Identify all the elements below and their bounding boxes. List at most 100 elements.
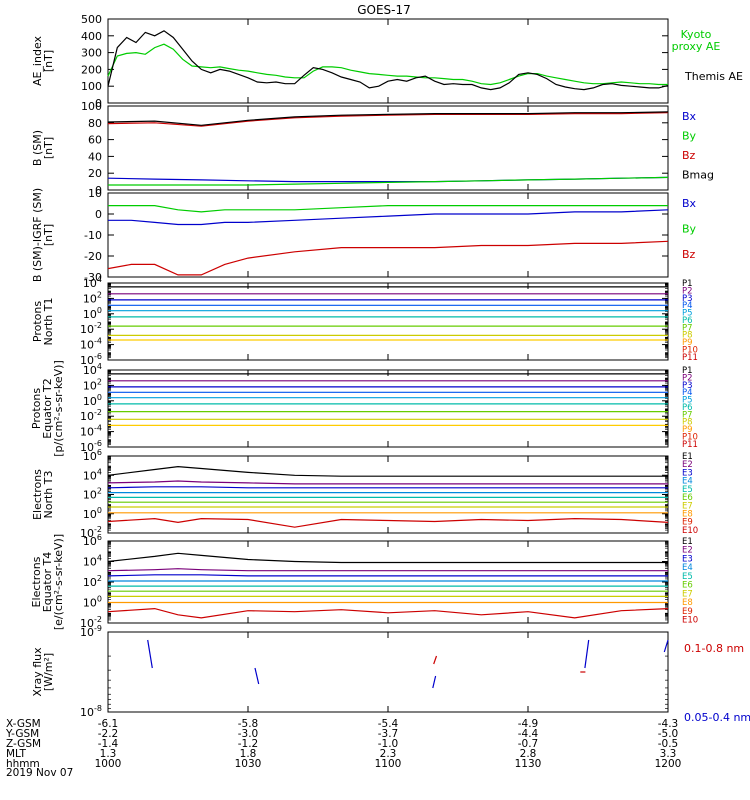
y-tick-label: 60 bbox=[88, 134, 102, 147]
legend-label: E10 bbox=[682, 616, 698, 626]
legend-label: P11 bbox=[682, 353, 698, 363]
series-line-e1 bbox=[107, 465, 668, 477]
y-tick-label: 102 bbox=[83, 487, 102, 502]
legend-label: P6 bbox=[682, 316, 693, 326]
y-tick-label: 102 bbox=[83, 574, 102, 589]
legend-label: E9 bbox=[682, 518, 693, 528]
y-axis-label: Protons bbox=[30, 388, 43, 429]
y-tick-label: 20 bbox=[88, 167, 102, 180]
legend-label: By bbox=[682, 222, 697, 235]
legend-label: E1 bbox=[682, 537, 693, 547]
y-tick-label: 0 bbox=[95, 208, 102, 221]
x-row-value: -0.5 bbox=[658, 738, 679, 750]
x-row-value: -5.8 bbox=[238, 718, 259, 730]
y-axis-label: B (SM) bbox=[31, 130, 44, 166]
y-tick-label: 10-2 bbox=[80, 408, 102, 423]
series-line-e9 bbox=[107, 517, 669, 528]
y-axis-label: B (SM)-IGRF (SM) bbox=[31, 188, 44, 282]
y-tick-label: -20 bbox=[84, 250, 102, 263]
legend-label: E4 bbox=[682, 477, 693, 487]
legend-label: E3 bbox=[682, 554, 693, 564]
y-tick-label: 10-2 bbox=[80, 525, 102, 540]
series-line-themis-ae bbox=[107, 30, 669, 91]
legend-label: E5 bbox=[682, 485, 693, 495]
legend-label: P5 bbox=[682, 309, 693, 319]
xray-segment bbox=[254, 667, 260, 685]
y-tick-label: 80 bbox=[88, 117, 102, 130]
xray-segment bbox=[663, 639, 669, 653]
legend-label: E2 bbox=[682, 460, 693, 470]
legend-label: P8 bbox=[682, 418, 693, 428]
x-row-value: -5.0 bbox=[658, 728, 679, 740]
y-axis-label: [e/(cm²-s-sr-keV)] bbox=[52, 534, 65, 630]
y-tick-label: 100 bbox=[81, 80, 102, 93]
y-tick-label: 10-6 bbox=[80, 352, 102, 367]
y-axis-label: Xray flux bbox=[31, 647, 44, 697]
legend-label: P7 bbox=[682, 323, 693, 333]
x-row-value: 2.8 bbox=[520, 748, 537, 760]
series-line-bx bbox=[108, 209, 669, 226]
legend-label: P10 bbox=[682, 346, 698, 356]
legend-label: Kyoto bbox=[681, 28, 712, 41]
y-tick-label: 104 bbox=[83, 467, 102, 482]
x-row-value: -6.1 bbox=[98, 718, 119, 730]
legend-label: E5 bbox=[682, 572, 693, 582]
series-line-kyoto bbox=[107, 43, 668, 86]
legend-label: E7 bbox=[682, 501, 693, 511]
xray-segment bbox=[433, 655, 438, 665]
y-tick-label: 100 bbox=[83, 595, 102, 610]
y-tick-label: 10-9 bbox=[80, 624, 102, 639]
legend-label: E10 bbox=[682, 526, 698, 536]
legend-label: P7 bbox=[682, 410, 693, 420]
y-tick-label: 106 bbox=[83, 533, 102, 548]
legend-label: P9 bbox=[682, 338, 693, 348]
y-tick-label: 102 bbox=[83, 377, 102, 392]
legend-label: P2 bbox=[682, 373, 693, 383]
legend-label: P5 bbox=[682, 396, 693, 406]
xray-segment bbox=[432, 675, 437, 689]
x-row-label: X-GSM bbox=[6, 718, 41, 730]
y-tick-label: 104 bbox=[83, 554, 102, 569]
x-row-label: 2019 Nov 07 bbox=[6, 767, 73, 779]
y-tick-label: 10-4 bbox=[80, 337, 102, 352]
x-row-label: hhmm bbox=[6, 758, 40, 770]
y-tick-label: 10-6 bbox=[80, 439, 102, 454]
x-row-value: -3.7 bbox=[378, 728, 399, 740]
y-tick-label: -10 bbox=[84, 229, 102, 242]
x-row-value: -2.2 bbox=[98, 728, 119, 740]
series-line-by bbox=[108, 176, 669, 186]
y-tick-label: 100 bbox=[83, 306, 102, 321]
y-tick-label: 100 bbox=[83, 393, 102, 408]
legend-label: Bx bbox=[682, 110, 697, 123]
legend-label: E1 bbox=[682, 452, 693, 462]
x-row-value: -3.0 bbox=[238, 728, 259, 740]
y-tick-label: -30 bbox=[84, 271, 102, 284]
y-axis-label: AE_index bbox=[31, 35, 44, 86]
legend-label: E3 bbox=[682, 468, 693, 478]
legend-label: 0.1-0.8 nm bbox=[684, 642, 744, 655]
y-tick-label: 102 bbox=[83, 290, 102, 305]
x-row-value: -4.3 bbox=[658, 718, 679, 730]
y-tick-label: 200 bbox=[81, 63, 102, 76]
y-axis-label: [nT] bbox=[42, 224, 55, 246]
y-axis-label: [nT] bbox=[42, 50, 55, 72]
legend-label: By bbox=[682, 130, 697, 143]
y-tick-label: 500 bbox=[81, 13, 102, 26]
x-row-value: 1100 bbox=[375, 758, 402, 770]
legend-label: P9 bbox=[682, 425, 693, 435]
panel-frame bbox=[107, 105, 669, 191]
series-line-bmag bbox=[107, 111, 669, 126]
x-row-value: 3.3 bbox=[660, 748, 677, 760]
y-axis-label: Protons bbox=[31, 301, 44, 342]
y-tick-label: 10-2 bbox=[80, 321, 102, 336]
x-row-value: -1.4 bbox=[98, 738, 119, 750]
legend-label: P1 bbox=[682, 366, 693, 376]
legend-label: E4 bbox=[682, 563, 693, 573]
panel-frame bbox=[107, 369, 669, 448]
